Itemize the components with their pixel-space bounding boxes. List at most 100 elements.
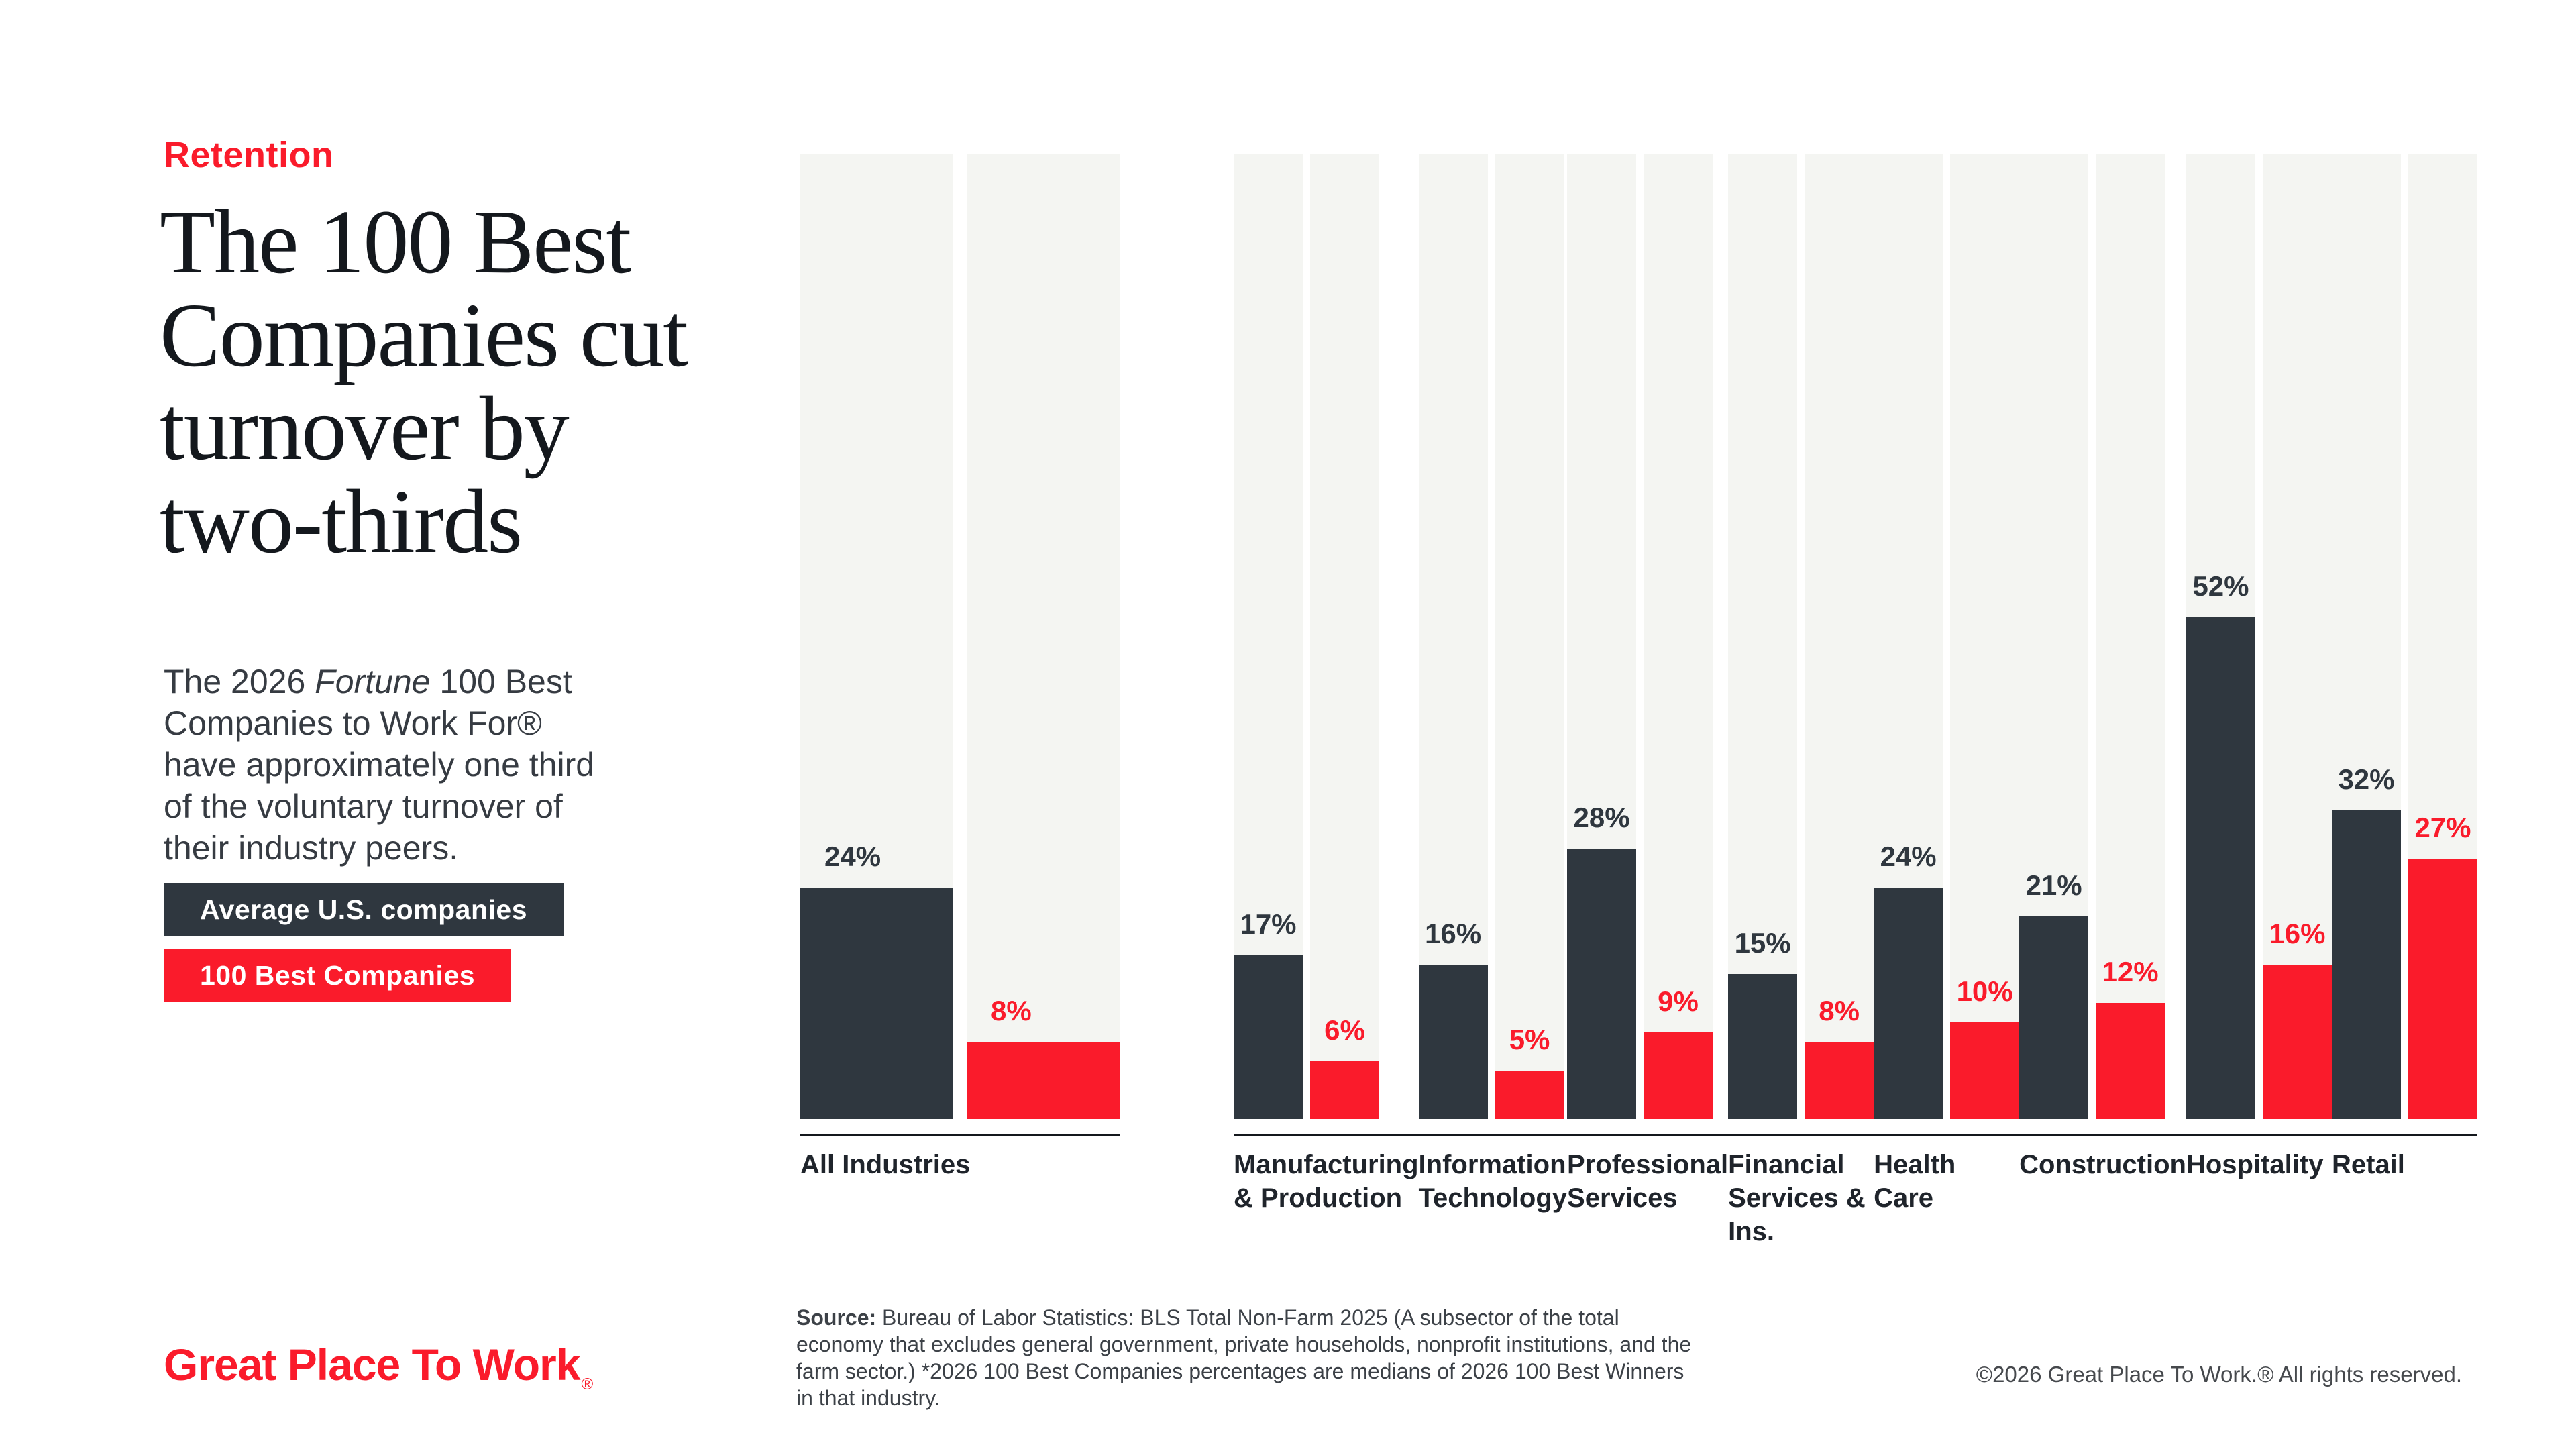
bar-track: 6% xyxy=(1310,154,1379,1119)
bar-100-best xyxy=(1310,1061,1379,1119)
bar-100-best xyxy=(1644,1032,1713,1119)
bar-value-label: 8% xyxy=(991,995,1032,1026)
chart-group-all-industries: 24% 8% All Industries xyxy=(800,154,1120,1181)
bar-average-us xyxy=(2331,810,2401,1119)
bar-value-label: 32% xyxy=(2338,763,2395,795)
group-label: All Industries xyxy=(800,1150,971,1179)
bar-track: 10% xyxy=(1950,154,2020,1119)
group-label: Construction xyxy=(2019,1150,2186,1179)
group-baseline xyxy=(1418,1134,1568,1136)
chart-group: 24% 10% Health Care xyxy=(1874,154,2020,1248)
bar-value-label: 8% xyxy=(1819,995,1860,1026)
group-baseline xyxy=(1234,1134,1419,1136)
bar-track: 9% xyxy=(1644,154,1713,1119)
bar-value-label: 5% xyxy=(1509,1024,1550,1055)
bar-track: 24% xyxy=(1874,154,1943,1119)
bar-track: 15% xyxy=(1728,154,1798,1119)
bar-value-label: 24% xyxy=(1880,841,1937,872)
bar-value-label: 10% xyxy=(1956,975,2013,1007)
bar-average-us xyxy=(1418,965,1488,1119)
intro-line-1-pre: The 2026 xyxy=(164,663,315,700)
bar-track: 8% xyxy=(1805,154,1874,1119)
fortune-italic: Fortune xyxy=(315,663,431,700)
bar-track: 12% xyxy=(2096,154,2165,1119)
bar-100-best xyxy=(2262,965,2332,1119)
group-label: Health Care xyxy=(1874,1150,1956,1213)
group-label: Hospitality xyxy=(2186,1150,2324,1179)
gptw-logo: Great Place To Work® xyxy=(164,1339,593,1393)
bar-average-us xyxy=(800,888,953,1119)
group-baseline xyxy=(2186,1134,2332,1136)
group-baseline xyxy=(1874,1134,2020,1136)
bar-value-label: 15% xyxy=(1734,927,1791,959)
bar-pair: 52% 16% xyxy=(2186,154,2332,1119)
bar-value-label: 52% xyxy=(2192,570,2249,602)
source-label: Source: xyxy=(796,1305,877,1330)
title-line-3: turnover by xyxy=(160,378,570,479)
bar-100-best xyxy=(1805,1042,1874,1119)
title-line-2: Companies cut xyxy=(160,285,688,386)
bar-track: 16% xyxy=(1418,154,1488,1119)
intro-line-1-post: 100 Best xyxy=(430,663,572,700)
bar-track: 32% xyxy=(2331,154,2401,1119)
legend: Average U.S. companies 100 Best Companie… xyxy=(164,883,564,1002)
bar-pair: 17% 6% xyxy=(1234,154,1419,1119)
chart-group: 24% 8% All Industries xyxy=(800,154,1120,1181)
bar-track: 27% xyxy=(2408,154,2477,1119)
bar-value-label: 21% xyxy=(2025,869,2082,901)
bar-average-us xyxy=(2186,617,2255,1119)
bar-track: 21% xyxy=(2019,154,2089,1119)
bar-100-best xyxy=(967,1042,1120,1119)
group-label: Information Technology xyxy=(1418,1150,1568,1213)
bar-pair: 32% 27% xyxy=(2331,154,2477,1119)
intro-line-5: their industry peers. xyxy=(164,829,459,867)
group-label: Professional Services xyxy=(1567,1150,1729,1213)
legend-avg-badge: Average U.S. companies xyxy=(164,883,564,936)
bar-value-label: 16% xyxy=(1425,918,1482,949)
chart-group: 28% 9% Professional Services xyxy=(1567,154,1729,1248)
chart-group: 16% 5% Information Technology xyxy=(1418,154,1568,1248)
bar-pair: 28% 9% xyxy=(1567,154,1728,1119)
chart-group: 32% 27% Retail xyxy=(2331,154,2477,1248)
title-line-4: two-thirds xyxy=(160,472,523,572)
bar-track: 24% xyxy=(800,154,953,1119)
bar-track: 52% xyxy=(2186,154,2255,1119)
bar-pair: 24% 10% xyxy=(1874,154,2020,1119)
copyright-note: ©2026 Great Place To Work.® All rights r… xyxy=(1976,1362,2462,1387)
chart-group: 52% 16% Hospitality xyxy=(2186,154,2332,1248)
bar-track: 28% xyxy=(1567,154,1637,1119)
bar-track: 5% xyxy=(1495,154,1564,1119)
intro-paragraph: The 2026 Fortune 100 Best Companies to W… xyxy=(164,661,674,869)
group-baseline xyxy=(2331,1134,2477,1136)
group-baseline xyxy=(1567,1134,1729,1136)
intro-line-3: have approximately one third xyxy=(164,746,595,784)
title-line-1: The 100 Best xyxy=(160,192,631,292)
group-baseline xyxy=(2019,1134,2186,1136)
bar-100-best xyxy=(2408,859,2477,1119)
chart-group: 21% 12% Construction xyxy=(2019,154,2186,1248)
bar-value-label: 28% xyxy=(1573,802,1630,833)
group-baseline xyxy=(1728,1134,1874,1136)
intro-line-2: Companies to Work For® xyxy=(164,704,542,742)
bar-pair: 24% 8% xyxy=(800,154,1120,1119)
bar-pair: 16% 5% xyxy=(1418,154,1567,1119)
bar-100-best xyxy=(1950,1022,2020,1119)
bar-pair: 15% 8% xyxy=(1728,154,1874,1119)
bar-value-label: 12% xyxy=(2102,956,2159,987)
bar-value-label: 17% xyxy=(1240,908,1297,940)
group-baseline xyxy=(800,1134,1120,1136)
source-text: Bureau of Labor Statistics: BLS Total No… xyxy=(796,1305,1692,1410)
bar-pair: 21% 12% xyxy=(2019,154,2186,1119)
bar-100-best xyxy=(2096,1003,2165,1119)
bar-average-us xyxy=(1728,974,1798,1119)
intro-line-4: of the voluntary turnover of xyxy=(164,788,563,825)
chart-group: 15% 8% Financial Services & Ins. xyxy=(1728,154,1874,1248)
page-title: The 100 Best Companies cut turnover by t… xyxy=(160,192,688,572)
registered-mark-icon: ® xyxy=(581,1375,593,1393)
group-label: Manufacturing & Production xyxy=(1234,1150,1419,1213)
bar-value-label: 16% xyxy=(2269,918,2326,949)
gptw-logo-text: Great Place To Work xyxy=(164,1340,580,1389)
bar-track: 16% xyxy=(2262,154,2332,1119)
legend-best-badge: 100 Best Companies xyxy=(164,949,512,1002)
chart-group: 17% 6% Manufacturing & Production xyxy=(1234,154,1419,1248)
